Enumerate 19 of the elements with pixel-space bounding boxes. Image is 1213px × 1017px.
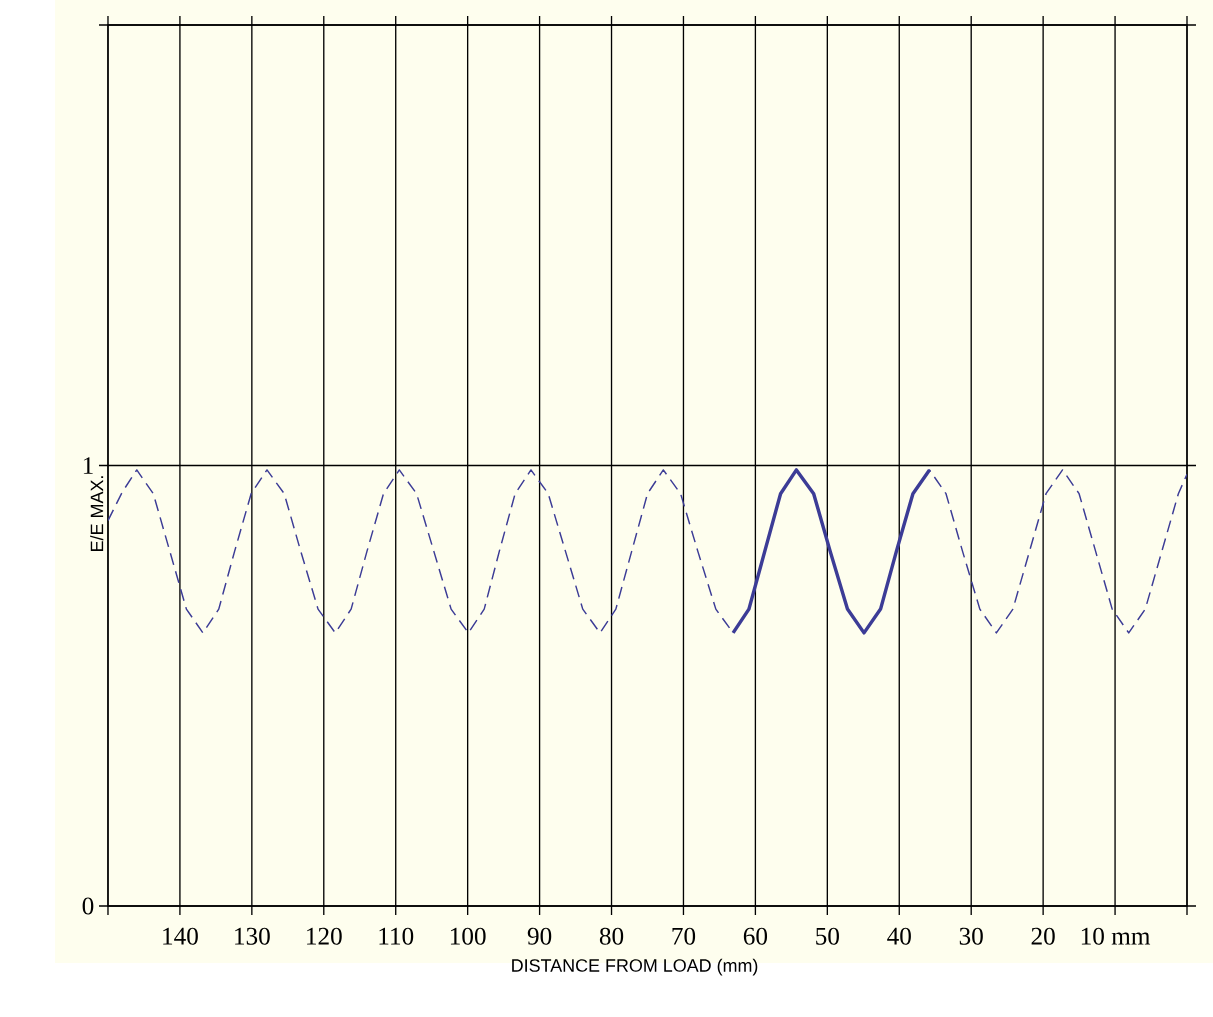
x-axis-title: DISTANCE FROM LOAD (mm) — [512, 958, 758, 976]
x-tick-label: 30 — [959, 927, 983, 945]
x-tick-label: 130 — [235, 927, 270, 945]
x-tick-label: 80 — [599, 927, 624, 945]
x-tick-label: 100 — [450, 927, 486, 945]
x-tick-label: 50 — [816, 927, 839, 945]
x-tick-label: 140 — [163, 927, 198, 945]
x-tick-label: 110 — [379, 927, 414, 945]
x-tick-label: 120 — [307, 927, 342, 945]
x-tick-label: 40 — [887, 927, 911, 945]
x-tick-label: 60 — [743, 927, 768, 945]
line-series — [107, 469, 1187, 634]
y-axis-title: E/E MAX. — [90, 476, 104, 551]
x-tick-label: 20 — [1031, 927, 1055, 945]
x-tick-label: 90 — [527, 927, 552, 945]
y-tick-label: 0 — [82, 897, 94, 915]
x-tick-label: 70 — [672, 927, 696, 945]
y-tick-label: 1 — [83, 457, 93, 474]
x-tick-label: 10 mm — [1081, 927, 1151, 945]
